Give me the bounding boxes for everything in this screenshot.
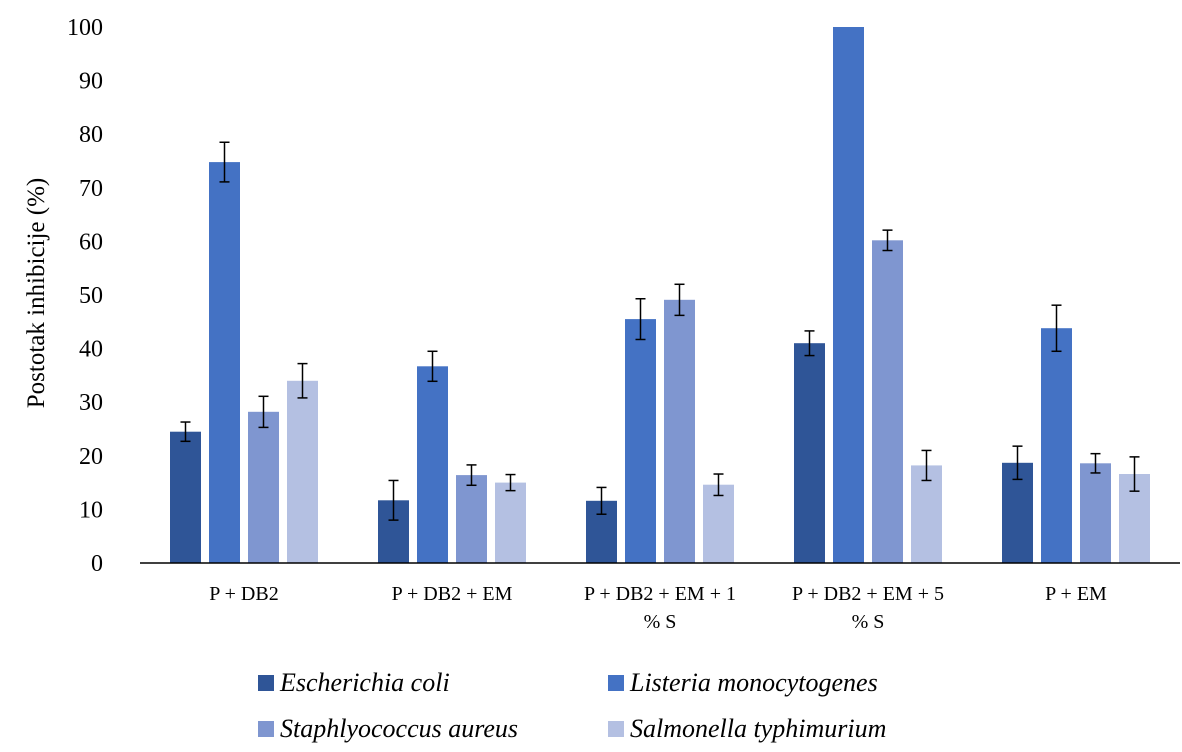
error-bar [427,350,438,383]
bar [456,475,487,563]
x-axis-tick-labels: P + DB2 P + DB2 + EM P + DB2 + EM + 1 % S P … [209,583,1107,633]
legend-label: Escherichia coli [279,668,450,697]
bar [833,27,864,563]
legend-item: Listeria monocytogenes [608,668,878,697]
bar [287,380,318,563]
x-tick-label: % S [644,611,677,633]
x-tick-label: P + DB2 + EM [392,583,513,605]
y-tick-label: 10 [79,497,103,523]
error-bar [804,330,815,357]
y-tick-label: 20 [79,444,103,470]
y-tick-label: 50 [79,283,103,309]
y-tick-label: 90 [79,69,103,95]
error-bar [713,473,724,497]
error-bar [882,229,893,252]
error-bar [297,362,308,399]
y-tick-label: 80 [79,122,103,148]
bar [911,465,942,563]
bar [1080,463,1111,563]
legend-item: Staphlyococcus aureus [258,714,518,743]
y-tick-label: 60 [79,229,103,255]
y-axis-title-group: Postotak inhibicije (%) [23,178,50,409]
y-tick-label: 70 [79,176,103,202]
bar [872,240,903,564]
error-bar [219,141,230,183]
error-bar [1129,456,1140,492]
error-bar [1051,304,1062,353]
x-tick-label: P + DB2 + EM + 5 [792,583,944,605]
legend-label: Salmonella typhimurium [630,714,886,743]
legend-item: Salmonella typhimurium [608,714,886,743]
error-bars [180,141,1140,521]
y-tick-label: 30 [79,390,103,416]
error-bar [466,464,477,487]
y-tick-label: 0 [91,551,103,577]
bar [248,411,279,563]
bars [170,27,1150,564]
error-bar [674,283,685,317]
legend-item: Escherichia coli [258,668,450,697]
error-bar [1090,452,1101,474]
error-bar [505,473,516,492]
error-bar [388,479,399,521]
error-bar [1012,445,1023,481]
legend-label: Listeria monocytogenes [629,668,878,697]
legend-label: Staphlyococcus aureus [280,714,518,743]
x-tick-label: P + DB2 + EM + 1 [584,583,736,605]
legend-swatch [258,675,274,691]
bar [794,343,825,563]
error-bar [921,449,932,482]
bar [664,299,695,563]
error-bar [635,298,646,341]
y-axis-ticks: 0 10 20 30 40 50 60 70 80 90 100 [67,15,103,577]
y-tick-label: 40 [79,337,103,363]
bar [495,482,526,563]
error-bar [180,421,191,443]
legend-swatch [608,675,624,691]
bar [703,484,734,563]
y-tick-label: 100 [67,15,103,41]
error-bar [596,486,607,515]
legend-swatch [608,721,624,737]
legend: Escherichia coli Listeria monocytogenes St… [258,668,886,743]
x-tick-label: P + EM [1045,583,1107,605]
bar [417,366,448,563]
x-tick-label: % S [852,611,885,633]
legend-swatch [258,721,274,737]
bar [209,162,240,563]
bar [1041,328,1072,563]
y-axis-title: Postotak inhibicije (%) [23,178,50,409]
bar [170,431,201,563]
error-bar [258,395,269,429]
bar [625,319,656,563]
x-tick-label: P + DB2 [209,583,278,605]
